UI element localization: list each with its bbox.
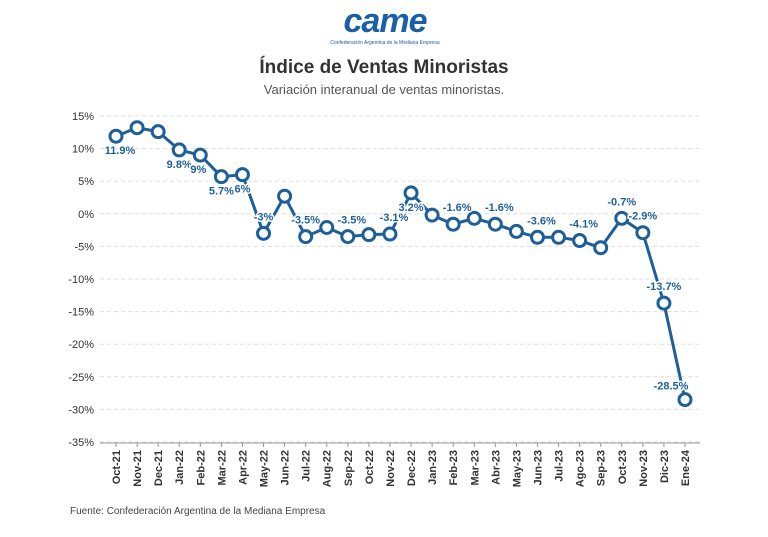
data-point xyxy=(424,207,440,223)
data-point xyxy=(508,223,524,239)
data-label: -3.1% xyxy=(380,212,409,224)
data-point xyxy=(677,392,693,408)
x-tick-label: Dec-22 xyxy=(406,450,418,486)
x-tick-label: Jul-23 xyxy=(554,450,566,482)
y-tick-label: -30% xyxy=(68,404,94,416)
data-point xyxy=(234,167,250,183)
x-tick-label: Mar-22 xyxy=(216,450,228,485)
data-label: -3.5% xyxy=(291,215,320,227)
y-tick-label: -25% xyxy=(68,372,94,384)
chart-subtitle: Variación interanual de ventas minorista… xyxy=(263,82,505,97)
data-point xyxy=(361,227,377,243)
x-tick-label: Nov-23 xyxy=(638,450,650,487)
data-label: -4.1% xyxy=(569,219,598,231)
data-point xyxy=(319,219,335,235)
data-label: 9% xyxy=(190,164,206,176)
x-tick-label: May-23 xyxy=(511,450,523,487)
x-tick-label: Feb-23 xyxy=(448,450,460,485)
data-label: 5.7% xyxy=(209,186,234,198)
data-point xyxy=(403,185,419,201)
x-tick-label: Oct-21 xyxy=(111,450,123,484)
data-point xyxy=(129,120,145,136)
x-tick-label: Dec-21 xyxy=(153,450,165,486)
x-tick-label: Jul-22 xyxy=(301,450,313,482)
source-note: Fuente: Confederación Argentina de la Me… xyxy=(70,506,326,517)
x-tick-label: Apr-22 xyxy=(237,450,249,485)
y-tick-label: -15% xyxy=(68,307,94,319)
data-label: -1.6% xyxy=(443,202,472,214)
x-tick-label: Ene-24 xyxy=(680,449,692,486)
data-point xyxy=(529,229,545,245)
data-label: 6% xyxy=(234,184,250,196)
x-tick-label: Nov-22 xyxy=(385,450,397,487)
data-label: -3% xyxy=(254,211,274,223)
data-point xyxy=(213,169,229,185)
x-tick-label: Dic-23 xyxy=(659,450,671,483)
data-point xyxy=(256,225,272,241)
x-tick-label: Feb-22 xyxy=(195,450,207,485)
x-tick-label: Abr-23 xyxy=(490,450,502,485)
x-tick-label: Nov-21 xyxy=(132,450,144,487)
x-tick-label: Sep-22 xyxy=(343,450,355,486)
x-tick-label: Jan-23 xyxy=(427,450,439,485)
data-label: -3.5% xyxy=(337,215,366,227)
data-point xyxy=(340,229,356,245)
x-tick-label: Oct-23 xyxy=(617,450,629,484)
x-tick-label: Ago-23 xyxy=(575,450,587,487)
data-point xyxy=(171,142,187,158)
data-label: 3.2% xyxy=(398,202,423,214)
x-tick-label: May-22 xyxy=(259,450,271,487)
data-point xyxy=(614,210,630,226)
x-tick-label: Jun-23 xyxy=(532,450,544,485)
data-label: -0.7% xyxy=(607,196,636,208)
y-tick-label: -35% xyxy=(68,437,94,449)
x-tick-label: Mar-23 xyxy=(469,450,481,485)
data-label: 11.9% xyxy=(105,145,136,157)
data-label: 9.8% xyxy=(167,159,192,171)
y-tick-label: 10% xyxy=(72,144,94,156)
data-label: -1.6% xyxy=(485,202,514,214)
x-tick-label: Sep-23 xyxy=(596,450,608,486)
data-label: -2.9% xyxy=(628,211,657,223)
x-tick-label: Jan-22 xyxy=(174,450,186,485)
y-tick-label: 15% xyxy=(72,111,94,123)
data-label: -28.5% xyxy=(654,381,689,393)
data-point xyxy=(572,233,588,249)
x-tick-label: Aug-22 xyxy=(322,450,334,487)
data-point xyxy=(382,226,398,242)
data-point xyxy=(298,229,314,245)
x-tick-label: Oct-22 xyxy=(364,450,376,484)
data-label: -13.7% xyxy=(646,281,681,293)
y-tick-label: -10% xyxy=(68,274,94,286)
data-point xyxy=(108,128,124,144)
data-point xyxy=(192,147,208,163)
data-point xyxy=(551,229,567,245)
logo-tagline: Confederación Argentina de la Mediana Em… xyxy=(330,40,440,46)
data-point xyxy=(445,216,461,232)
data-label: -3.6% xyxy=(527,215,556,227)
data-point xyxy=(487,216,503,232)
y-tick-label: 5% xyxy=(78,176,94,188)
series-line xyxy=(115,126,687,400)
logo-wordmark: came xyxy=(343,2,428,40)
data-point xyxy=(593,240,609,256)
y-tick-label: 0% xyxy=(78,209,94,221)
x-tick-label: Jun-22 xyxy=(280,450,292,485)
data-point xyxy=(150,124,166,140)
y-tick-label: -5% xyxy=(74,241,94,253)
data-point xyxy=(635,225,651,241)
y-tick-label: -20% xyxy=(68,339,94,351)
data-point xyxy=(656,295,672,311)
chart-title: Índice de Ventas Minoristas xyxy=(259,57,509,78)
data-point xyxy=(277,188,293,204)
data-point xyxy=(466,210,482,226)
came-logo: came Confederación Argentina de la Media… xyxy=(330,2,440,46)
